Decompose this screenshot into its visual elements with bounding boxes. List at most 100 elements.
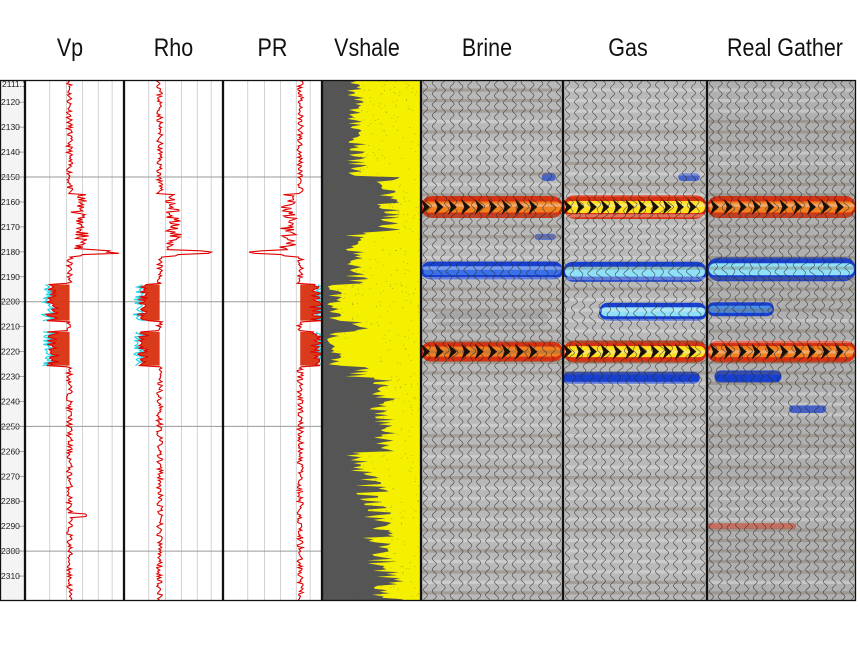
vshale-speckle <box>337 351 339 352</box>
vshale-speckle <box>341 312 343 313</box>
vshale-speckle <box>354 536 355 537</box>
brine-peak-chevron <box>474 198 484 215</box>
vshale-speckle <box>382 561 384 562</box>
gas-trace <box>578 80 593 601</box>
vshale-speckle <box>386 386 388 388</box>
vshale-speckle <box>403 191 404 193</box>
real-bg-stripe <box>707 465 856 469</box>
vshale-speckle <box>369 436 371 438</box>
vshale-speckle <box>407 85 409 86</box>
vshale-speckle <box>404 250 406 252</box>
vshale-speckle <box>394 106 396 108</box>
vshale-speckle <box>393 203 395 204</box>
vshale-speckle <box>346 401 347 403</box>
vshale-speckle <box>397 116 399 118</box>
real-trace <box>817 80 832 601</box>
vshale-speckle <box>368 201 370 203</box>
vshale-speckle <box>328 532 330 534</box>
vshale-speckle <box>389 305 391 307</box>
vshale-speckle <box>404 544 406 546</box>
vshale-speckle <box>384 84 386 85</box>
real-gather <box>707 80 856 601</box>
real-trace <box>713 80 727 601</box>
gas-bg-stripe <box>563 235 707 239</box>
vshale-speckle <box>376 582 378 584</box>
vshale-speckle <box>359 367 361 369</box>
gas-bg-stripe <box>563 570 707 574</box>
brine-bg-stripe <box>421 580 563 584</box>
vshale-speckle <box>380 94 382 95</box>
vshale-speckle <box>414 214 416 216</box>
vshale-speckle <box>417 500 419 502</box>
vshale-speckle <box>323 388 325 390</box>
vshale-speckle <box>408 337 410 339</box>
vshale-speckle <box>401 285 403 287</box>
vshale-speckle <box>340 297 342 299</box>
vshale-speckle <box>395 552 397 554</box>
vshale-speckle <box>411 386 413 388</box>
gas-trace <box>632 80 647 601</box>
vshale-speckle <box>345 427 347 429</box>
vshale-speckle <box>412 231 414 233</box>
vshale-speckle <box>384 105 386 107</box>
vshale-speckle <box>367 166 368 168</box>
vshale-speckle <box>323 480 325 482</box>
vshale-speckle <box>371 445 373 446</box>
vshale-speckle <box>402 137 404 139</box>
real-bg-stripe <box>707 297 856 302</box>
real-peak-chevron <box>709 198 719 215</box>
vshale-speckle <box>366 181 368 183</box>
vshale-speckle <box>399 386 401 388</box>
vshale-speckle <box>388 547 390 549</box>
gas-trace <box>569 80 584 601</box>
real-trace <box>774 80 788 601</box>
vshale-speckle <box>376 306 378 308</box>
vshale-speckle <box>383 338 385 340</box>
vshale-speckle <box>367 125 369 126</box>
vshale-speckle <box>348 573 350 575</box>
vshale-speckle <box>388 536 390 538</box>
vshale-speckle <box>403 261 404 263</box>
vshale-speckle <box>363 576 364 578</box>
vshale-speckle <box>390 322 392 324</box>
vshale-speckle <box>364 89 366 91</box>
vshale-speckle <box>386 197 388 199</box>
vshale-speckle <box>326 267 328 268</box>
brine-bg-stripe <box>421 182 563 186</box>
vshale-speckle <box>337 456 339 458</box>
vshale-speckle <box>377 172 379 174</box>
real-frame <box>706 79 857 602</box>
vshale-speckle <box>383 191 385 192</box>
gas-peak-chevron <box>637 343 647 360</box>
vshale-speckle <box>341 262 342 264</box>
vshale-speckle <box>327 268 329 270</box>
vshale-speckle <box>406 82 408 84</box>
vshale-speckle <box>386 555 388 557</box>
vshale-speckle <box>383 290 385 292</box>
vshale-speckle <box>362 294 363 296</box>
gas-peak-chevron <box>587 198 597 215</box>
vshale-speckle <box>329 516 331 518</box>
vshale-speckle <box>378 148 380 150</box>
vshale-speckle <box>326 444 327 446</box>
real-trace <box>707 80 718 601</box>
vshale-speckle <box>344 385 346 386</box>
gas-bg-stripe <box>563 413 707 417</box>
vshale-speckle <box>397 397 399 399</box>
vp-log-track <box>40 80 119 601</box>
real-bg-stripe <box>707 339 856 344</box>
vsh-frame <box>321 79 422 602</box>
vshale-speckle <box>403 400 405 402</box>
vshale-speckle <box>366 474 368 476</box>
gas-bg-stripe <box>563 224 707 228</box>
brine-bg-stripe <box>421 507 563 511</box>
vshale-speckle <box>357 302 358 304</box>
vshale-speckle <box>338 241 340 243</box>
vshale-speckle <box>366 321 367 323</box>
vshale-speckle <box>354 294 356 296</box>
vshale-speckle <box>344 293 346 294</box>
vshale-speckle <box>406 191 407 193</box>
vshale-speckle <box>369 97 371 99</box>
brine-peak-chevron <box>501 343 511 360</box>
vshale-speckle <box>368 409 370 411</box>
